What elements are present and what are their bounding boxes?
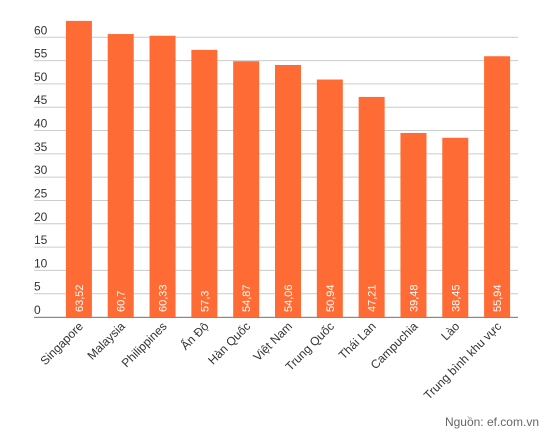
- bar: [442, 137, 469, 317]
- category-label: Lào: [438, 319, 462, 343]
- value-label: 50,94: [325, 284, 337, 312]
- bar: [149, 35, 176, 318]
- category-label: Singapore: [37, 319, 86, 368]
- y-tick-label: 25: [34, 186, 48, 200]
- y-axis-tick-labels: 0 5 10 15 20 25 30 35 40 45 50 55 60: [34, 23, 48, 317]
- category-label: Hàn Quốc: [205, 319, 253, 367]
- value-label: 63,52: [74, 284, 86, 312]
- category-label: Thái Lan: [336, 319, 379, 362]
- bar: [65, 20, 92, 317]
- value-label: 60,7: [116, 291, 128, 312]
- value-label: 60,33: [158, 284, 170, 312]
- y-tick-label: 0: [34, 303, 41, 317]
- y-tick-label: 35: [34, 140, 48, 154]
- y-tick-label: 50: [34, 70, 48, 84]
- bar: [191, 49, 218, 317]
- y-tick-label: 15: [34, 233, 48, 247]
- value-label: 38,45: [450, 284, 462, 312]
- value-labels: 63,52 60,7 60,33 57,3 54,87 54,06 50,94 47,21 39…: [74, 284, 504, 312]
- y-tick-label: 55: [34, 47, 48, 61]
- value-label: 55,94: [492, 284, 504, 312]
- category-label: Philippines: [119, 319, 170, 370]
- y-tick-label: 60: [34, 23, 48, 37]
- value-label: 47,21: [367, 284, 379, 312]
- y-tick-label: 10: [34, 256, 48, 270]
- category-label: Trung bình khu vực: [421, 319, 504, 402]
- bar: [358, 96, 385, 317]
- bar: [107, 34, 134, 317]
- y-tick-label: 45: [34, 93, 48, 107]
- bar: [316, 79, 343, 317]
- value-label: 57,3: [199, 291, 211, 312]
- y-tick-label: 30: [34, 163, 48, 177]
- value-label: 54,06: [283, 284, 295, 312]
- category-label: Ấn Độ: [177, 318, 211, 352]
- bar: [233, 61, 260, 317]
- source-note: Nguồn: ef.com.vn: [444, 415, 539, 429]
- y-tick-label: 20: [34, 210, 48, 224]
- value-label: 39,48: [408, 284, 420, 312]
- bar: [400, 132, 427, 317]
- y-tick-label: 40: [34, 117, 48, 131]
- y-tick-label: 5: [34, 280, 41, 294]
- bar: [275, 64, 301, 318]
- value-label: 54,87: [241, 284, 253, 312]
- bar: [484, 56, 511, 317]
- bars: [65, 20, 511, 318]
